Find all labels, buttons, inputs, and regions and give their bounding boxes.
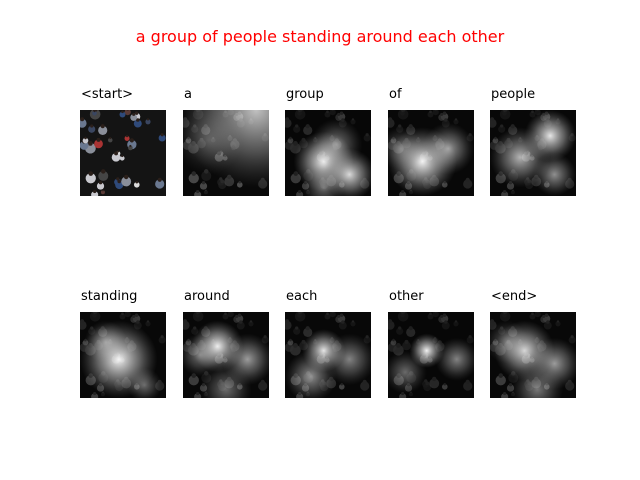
token-label: people bbox=[490, 86, 542, 106]
token-label: a bbox=[183, 86, 198, 106]
attention-map-8 bbox=[388, 312, 474, 398]
token-label: each bbox=[285, 288, 324, 308]
token-label: of bbox=[388, 86, 408, 106]
attention-map-1 bbox=[183, 110, 269, 196]
token-label: standing bbox=[80, 288, 144, 308]
token-label: <end> bbox=[490, 288, 544, 308]
attention-map-9 bbox=[490, 312, 576, 398]
attention-map-6 bbox=[183, 312, 269, 398]
token-label: group bbox=[285, 86, 330, 106]
attention-map-4 bbox=[490, 110, 576, 196]
attention-map-2 bbox=[285, 110, 371, 196]
generated-caption: a group of people standing around each o… bbox=[135, 27, 505, 46]
original-image bbox=[80, 110, 166, 196]
attention-map-5 bbox=[80, 312, 166, 398]
attention-map-3 bbox=[388, 110, 474, 196]
token-label: <start> bbox=[80, 86, 140, 106]
attention-map-7 bbox=[285, 312, 371, 398]
token-label: around bbox=[183, 288, 236, 308]
token-label: other bbox=[388, 288, 430, 308]
